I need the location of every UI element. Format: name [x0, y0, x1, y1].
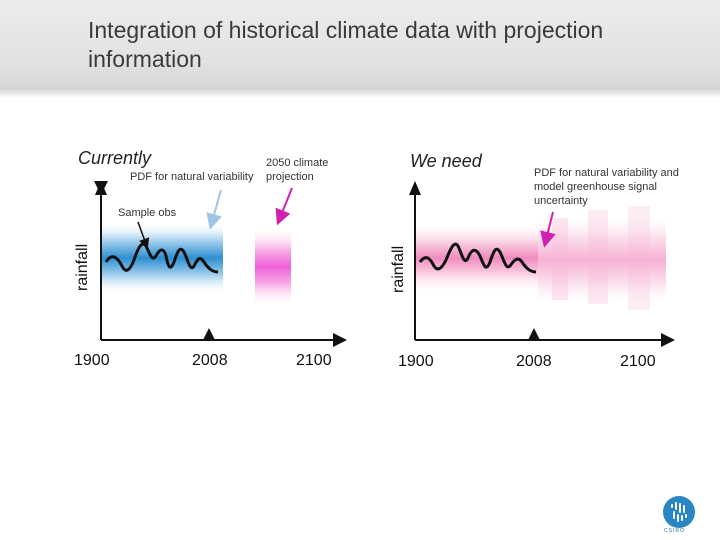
right-2008-tick-marker [528, 328, 540, 340]
csiro-logo-text: CSIRO [664, 528, 685, 534]
right-sample-obs-line [418, 242, 537, 274]
right-pink-pdf-band-wide [538, 214, 666, 306]
right-y-axis-arrowhead [409, 181, 421, 195]
left-pink-projection-band [255, 227, 291, 307]
right-pdf-label: PDF for natural variability and model gr… [534, 167, 679, 207]
title-shadow [0, 88, 720, 98]
left-2008-tick-marker [203, 328, 215, 340]
left-tick-1900: 1900 [74, 352, 110, 369]
right-pdf-magenta-arrow [540, 211, 556, 248]
pdf-blue-arrow [206, 189, 222, 230]
right-pink-column-2 [588, 210, 608, 304]
title-bar [0, 0, 720, 88]
right-tick-2100: 2100 [620, 353, 656, 370]
sample-obs-arrow [137, 221, 150, 249]
left-sample-obs-line [104, 242, 219, 274]
left-projection-label: 2050 climate projection [266, 157, 329, 183]
right-tick-1900: 1900 [398, 353, 434, 370]
left-blue-pdf-band [101, 222, 223, 294]
right-pink-column-3 [628, 206, 650, 310]
left-tick-2100: 2100 [296, 352, 332, 369]
left-pdf-label: PDF for natural variability [130, 171, 254, 183]
right-tick-2008: 2008 [516, 353, 552, 370]
left-heading: Currently [78, 148, 152, 168]
right-y-axis-label: rainfall [390, 245, 407, 293]
slide-title: Integration of historical climate data w… [88, 17, 604, 72]
projection-magenta-arrow [275, 187, 293, 226]
left-y-axis-label: rainfall [74, 243, 91, 291]
csiro-logo-icon [663, 496, 695, 528]
left-tick-2008: 2008 [192, 352, 228, 369]
right-pink-column-1 [552, 218, 568, 300]
right-heading: We need [410, 151, 482, 171]
left-y-axis-arrowhead [95, 181, 107, 195]
left-sample-label: Sample obs [118, 207, 177, 219]
